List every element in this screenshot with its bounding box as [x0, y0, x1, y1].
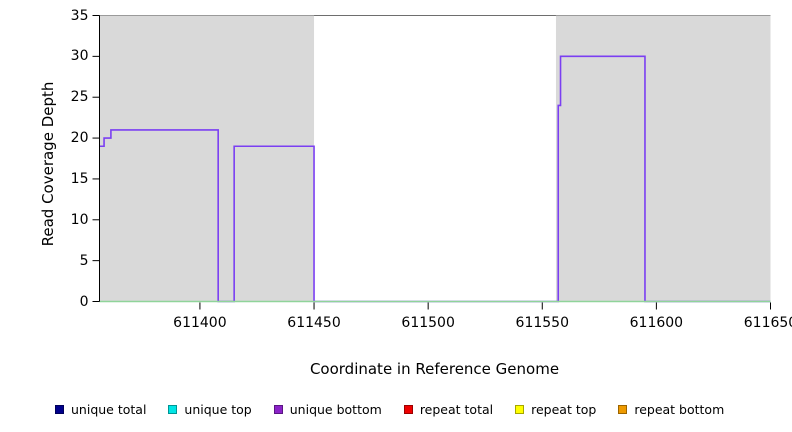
legend-label: unique total: [71, 401, 147, 417]
legend-item-unique-total[interactable]: unique total: [55, 402, 146, 417]
chart-legend: unique total unique top unique bottom repea…: [0, 398, 792, 420]
y-tick-label-35: 35: [70, 7, 89, 24]
legend-label: repeat bottom: [634, 401, 725, 417]
legend-swatch-icon-unique-top: [168, 404, 178, 414]
legend-label: repeat top: [531, 401, 597, 417]
x-tick-label-611500: 611500: [401, 314, 455, 331]
legend-item-repeat-bottom[interactable]: repeat bottom: [618, 402, 724, 417]
y-tick-label-0: 0: [79, 293, 89, 310]
legend-item-repeat-top[interactable]: repeat top: [515, 402, 596, 417]
legend-swatch-icon-repeat-bottom: [618, 404, 628, 414]
y-tick-label-25: 25: [70, 89, 89, 106]
shaded-region-0: [99, 15, 315, 302]
x-tick-label-611550: 611550: [515, 314, 569, 331]
y-tick-label-15: 15: [70, 170, 89, 187]
y-tick-label-30: 30: [70, 48, 89, 65]
legend-item-unique-bottom[interactable]: unique bottom: [273, 401, 382, 417]
axis-layer: [92, 15, 771, 310]
legend-swatch-icon-unique-total: [55, 404, 64, 414]
y-tick-label-10: 10: [70, 211, 89, 228]
x-tick-label-611450: 611450: [287, 314, 341, 331]
legend-label: unique top: [184, 401, 252, 417]
legend-swatch-icon-repeat-total: [403, 404, 413, 414]
x-tick-label-611600: 611600: [629, 314, 684, 331]
y-tick-label-20: 20: [70, 130, 89, 147]
y-tick-label-5: 5: [79, 252, 89, 269]
series-unique-bottom: [99, 55, 771, 303]
legend-label: repeat total: [419, 401, 494, 417]
legend-label: unique bottom: [289, 401, 382, 417]
shaded-regions-layer: [99, 15, 771, 302]
legend-item-repeat-total[interactable]: repeat total: [403, 401, 494, 417]
legend-item-unique-top[interactable]: unique top: [168, 401, 252, 417]
x-tick-label-611650: 611650: [743, 314, 792, 331]
data-series-layer: [99, 55, 771, 303]
shaded-region-1: [555, 15, 771, 302]
legend-swatch-icon-unique-bottom: [273, 404, 283, 414]
x-axis-title: Coordinate in Reference Genome: [309, 360, 560, 378]
x-tick-label-611400: 611400: [173, 314, 227, 331]
legend-swatch-icon-repeat-top: [515, 404, 525, 414]
